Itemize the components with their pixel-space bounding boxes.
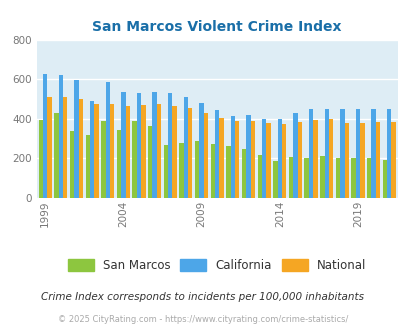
Bar [172,106,177,198]
Bar [308,109,313,198]
Bar [58,75,63,198]
Bar [226,146,230,198]
Bar [210,144,215,198]
Bar [38,120,43,198]
Legend: San Marcos, California, National: San Marcos, California, National [63,254,370,277]
Bar [366,158,371,198]
Bar [163,145,168,198]
Bar [313,120,317,198]
Bar [54,113,58,198]
Bar [241,149,246,198]
Bar [355,109,359,198]
Bar [152,92,156,198]
Bar [148,126,152,198]
Bar [47,97,51,198]
Bar [386,109,390,198]
Text: © 2025 CityRating.com - https://www.cityrating.com/crime-statistics/: © 2025 CityRating.com - https://www.city… [58,315,347,324]
Bar [297,122,301,198]
Bar [230,116,234,198]
Bar [351,158,355,198]
Bar [85,135,90,198]
Bar [234,121,239,198]
Bar [339,109,344,198]
Bar [328,119,333,198]
Bar [359,123,364,198]
Bar [70,131,74,198]
Bar [117,130,121,198]
Bar [273,161,277,198]
Bar [304,158,308,198]
Bar [250,121,254,198]
Bar [335,158,339,198]
Bar [94,104,98,198]
Bar [132,121,136,198]
Bar [375,122,379,198]
Bar [79,99,83,198]
Bar [344,123,348,198]
Bar [199,103,203,198]
Bar [141,105,145,198]
Bar [246,115,250,198]
Bar [292,113,297,198]
Bar [266,123,270,198]
Bar [371,109,375,198]
Bar [288,157,292,198]
Bar [183,97,188,198]
Bar [390,122,395,198]
Bar [121,92,125,198]
Bar [90,101,94,198]
Bar [261,119,266,198]
Bar [324,109,328,198]
Bar [136,93,141,198]
Bar [277,119,281,198]
Text: Crime Index corresponds to incidents per 100,000 inhabitants: Crime Index corresponds to incidents per… [41,292,364,302]
Bar [219,118,223,198]
Title: San Marcos Violent Crime Index: San Marcos Violent Crime Index [92,20,341,34]
Bar [105,82,110,198]
Bar [188,108,192,198]
Bar [43,74,47,198]
Bar [74,80,79,198]
Bar [63,97,67,198]
Bar [215,110,219,198]
Bar [125,106,130,198]
Bar [194,141,199,198]
Bar [203,113,208,198]
Bar [168,93,172,198]
Bar [382,160,386,198]
Bar [101,121,105,198]
Bar [110,104,114,198]
Bar [156,104,161,198]
Bar [257,155,261,198]
Bar [320,156,324,198]
Bar [179,143,183,198]
Bar [281,124,286,198]
